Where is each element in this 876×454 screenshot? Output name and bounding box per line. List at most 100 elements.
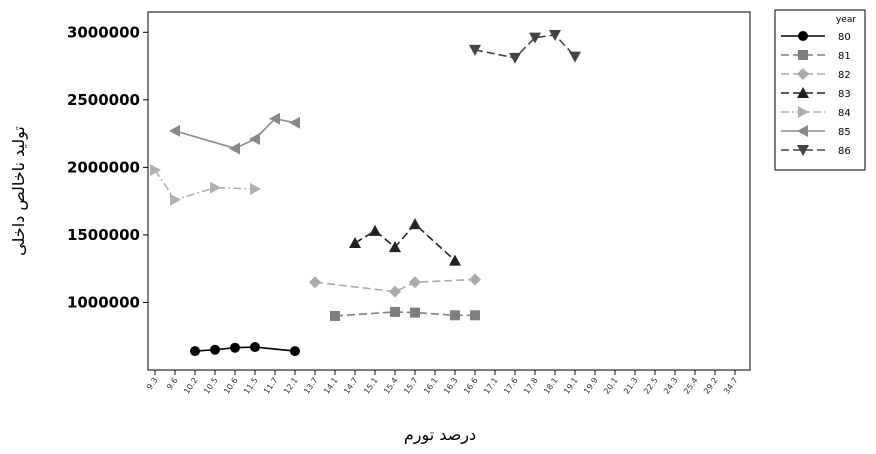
series-line-85: [174, 117, 296, 150]
data-point-80: [190, 346, 200, 357]
x-tick-label: 12.1: [282, 376, 300, 396]
x-tick-label: 15.7: [402, 376, 420, 396]
data-point-83: [369, 224, 381, 236]
y-tick-label: 3000000: [67, 23, 140, 41]
data-point-82: [409, 276, 421, 289]
legend-marker-82: [797, 68, 809, 80]
data-point-80: [210, 344, 220, 355]
legend-label-80: 80: [838, 32, 851, 43]
x-tick-label: 17.1: [482, 376, 500, 396]
x-tick-label: 11.5: [242, 376, 260, 396]
data-point-86: [469, 44, 481, 56]
data-point-86: [529, 32, 541, 44]
data-point-80: [290, 346, 300, 357]
y-axis-title: تولید ناخالص داخلی: [9, 126, 29, 256]
legend-marker-81: [798, 50, 808, 60]
legend-item-85: 85: [781, 125, 851, 138]
data-point-80: [250, 342, 260, 353]
x-tick-label: 14.1: [322, 376, 340, 396]
data-point-81: [330, 310, 340, 321]
legend-label-84: 84: [838, 108, 851, 119]
legend: year 80 81 82 83 84 85 86: [774, 9, 866, 171]
x-tick-label: 9.6: [165, 376, 180, 392]
series-80: [190, 342, 300, 357]
series-81: [330, 306, 480, 321]
legend-label-83: 83: [838, 89, 851, 100]
legend-item-86: 86: [781, 145, 851, 157]
data-point-81: [410, 307, 420, 318]
x-axis: 9.3 9.6 10.2 10.5 10.6 11.5 11.7 12.1 13.7 14.1 14…: [145, 370, 740, 396]
x-axis-title: درصد تورم: [404, 425, 476, 445]
legend-marker-80: [798, 31, 808, 41]
series-line-83: [354, 222, 456, 262]
series-84: [150, 164, 261, 206]
data-point-84: [210, 181, 221, 194]
x-tick-label: 18.1: [542, 376, 560, 396]
x-tick-label: 15.1: [362, 376, 380, 396]
x-tick-label: 19.9: [582, 376, 600, 396]
data-point-83: [349, 237, 361, 249]
x-tick-label: 13.7: [302, 376, 320, 396]
x-tick-label: 14.7: [342, 376, 360, 396]
legend-item-81: 81: [781, 50, 851, 62]
legend-marker-84: [798, 106, 809, 118]
series-85: [169, 112, 300, 155]
x-tick-label: 9.3: [145, 376, 160, 392]
data-point-85: [229, 142, 240, 155]
data-point-86: [549, 29, 561, 41]
legend-title: year: [836, 15, 856, 25]
x-tick-label: 16.3: [442, 376, 460, 396]
x-tick-label: 34.7: [722, 376, 740, 396]
data-point-84: [150, 164, 161, 177]
data-point-82: [309, 276, 321, 289]
data-point-85: [169, 124, 180, 137]
y-tick-label: 1000000: [67, 293, 140, 311]
legend-label-81: 81: [838, 51, 851, 62]
data-point-80: [230, 342, 240, 353]
x-tick-label: 17.6: [502, 376, 520, 396]
series-83: [349, 218, 461, 266]
y-axis: 1000000 1500000 2000000 2500000 3000000: [67, 23, 148, 311]
data-point-83: [389, 241, 401, 253]
plot-area: [147, 11, 751, 371]
legend-box: [774, 9, 866, 171]
x-tick-label: 17.8: [522, 376, 540, 396]
x-tick-label: 22.5: [642, 376, 660, 396]
legend-item-82: 82: [781, 68, 851, 81]
x-tick-label: 21.3: [622, 376, 640, 396]
x-tick-label: 10.2: [182, 376, 200, 396]
y-tick-label: 1500000: [67, 226, 140, 244]
y-tick-label: 2500000: [67, 91, 140, 109]
data-point-83: [449, 254, 461, 266]
legend-marker-83: [797, 87, 809, 98]
series-line-80: [194, 346, 296, 352]
x-tick-label: 20.1: [602, 376, 620, 396]
x-tick-label: 10.5: [202, 376, 220, 396]
x-tick-label: 10.6: [222, 376, 240, 396]
x-tick-label: 29.2: [702, 376, 720, 396]
series-82: [309, 273, 481, 298]
data-point-85: [289, 116, 300, 129]
x-tick-label: 16.6: [462, 376, 480, 396]
x-tick-label: 19.1: [562, 376, 580, 396]
legend-label-85: 85: [838, 127, 851, 138]
x-tick-label: 24.3: [662, 376, 680, 396]
series-line-81: [334, 311, 475, 317]
data-point-84: [250, 182, 261, 195]
x-tick-label: 16.1: [422, 376, 440, 396]
series-line-84: [154, 169, 256, 201]
data-point-85: [269, 112, 280, 125]
x-tick-label: 15.4: [382, 376, 400, 396]
data-point-84: [170, 193, 181, 206]
legend-item-83: 83: [781, 87, 851, 100]
data-point-83: [409, 218, 421, 230]
x-tick-label: 25.4: [682, 376, 700, 396]
series-86: [469, 29, 581, 64]
x-tick-label: 11.7: [262, 376, 280, 396]
legend-marker-85: [797, 125, 808, 137]
data-point-82: [389, 285, 401, 298]
legend-marker-86: [797, 145, 809, 156]
legend-label-86: 86: [838, 146, 851, 157]
